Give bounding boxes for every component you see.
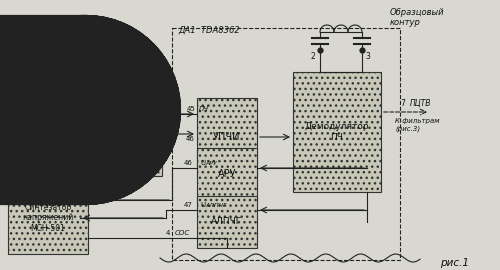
- Text: Демодулятор
ПЧ: Демодулятор ПЧ: [304, 122, 370, 142]
- Text: ПЧ: ПЧ: [199, 106, 209, 112]
- Text: АРУ: АРУ: [205, 161, 217, 166]
- Text: 7: 7: [400, 99, 405, 108]
- Text: U: U: [200, 160, 205, 166]
- Bar: [293, 72, 381, 192]
- Bar: [8, 88, 80, 198]
- Text: Селектор
каналов: Селектор каналов: [22, 133, 66, 153]
- Bar: [110, 98, 162, 176]
- Text: АЛПЧГ: АЛПЧГ: [205, 203, 227, 208]
- Text: УПЧИ: УПЧИ: [213, 132, 241, 142]
- Text: 47: 47: [184, 202, 193, 208]
- Bar: [172, 28, 400, 260]
- Text: U: U: [200, 202, 205, 208]
- Bar: [197, 98, 257, 176]
- Text: К фильтрам
(рис.3): К фильтрам (рис.3): [395, 118, 440, 131]
- Text: К антенне: К антенне: [49, 42, 90, 51]
- Text: 46: 46: [184, 160, 193, 166]
- Text: 3: 3: [365, 52, 370, 61]
- Text: СОС: СОС: [175, 230, 190, 236]
- Text: 46: 46: [186, 136, 195, 142]
- Text: ≈
≈: ≈ ≈: [130, 122, 142, 152]
- Text: АЛПЧГ: АЛПЧГ: [212, 218, 242, 227]
- Bar: [197, 196, 257, 248]
- Text: АРУ: АРУ: [218, 169, 236, 179]
- Text: 2: 2: [310, 52, 315, 61]
- Text: Синтезатор
напряжений
МСН-501: Синтезатор напряжений МСН-501: [22, 203, 74, 233]
- Text: 4: 4: [166, 230, 170, 236]
- Text: ПЦТВ: ПЦТВ: [410, 99, 432, 108]
- Text: 45: 45: [186, 106, 195, 112]
- Bar: [197, 148, 257, 200]
- Text: Образцовый
контур: Образцовый контур: [390, 8, 444, 27]
- Text: рис.1: рис.1: [440, 258, 469, 268]
- Bar: [8, 182, 88, 254]
- Text: ДА1  ТDA8362: ДА1 ТDA8362: [178, 26, 240, 35]
